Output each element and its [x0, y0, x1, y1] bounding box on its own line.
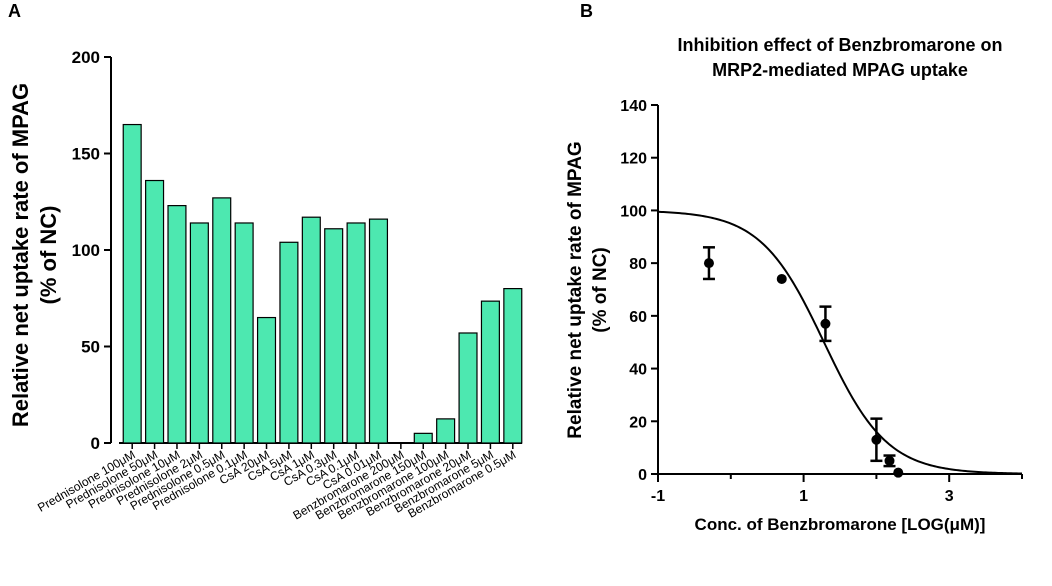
panel-b-x-tick-label: 3 [945, 488, 954, 505]
panel-b-y-tick-label: 140 [620, 98, 647, 115]
data-point [776, 273, 787, 284]
bar [413, 432, 433, 444]
panel-a-y-tick-label: 150 [72, 145, 100, 164]
panel-a-y-tick-label: 50 [81, 338, 100, 357]
panel-b-y-tick-label: 20 [629, 414, 647, 431]
panel-b-xlabel: Conc. of Benzbromarone [LOG(μM)] [695, 515, 986, 534]
bar [503, 288, 523, 444]
panel-b-ylabel-line1: Relative net uptake rate of MPAG [565, 141, 586, 438]
panel-b-ylabel: Relative net uptake rate of MPAG (% of N… [565, 141, 611, 438]
panel-b-ylabel-line2: (% of NC) [590, 247, 611, 332]
panel-a-y-tick-label: 0 [91, 434, 100, 453]
data-point [893, 467, 904, 478]
panel-b-y-tick-label: 40 [629, 362, 647, 379]
bar [346, 222, 366, 444]
panel-a-letter: A [8, 1, 21, 21]
bar [301, 216, 321, 444]
panel-b-dose-response-chart: 0 20 40 60 80 100 120 140 -1 1 3 [620, 98, 1023, 505]
panel-b-y-tick-label: 100 [620, 203, 647, 220]
bar [212, 197, 232, 444]
fit-curve [657, 210, 1023, 475]
panel-b-y-tick-label: 80 [629, 256, 647, 273]
panel-b-x-tick-label: -1 [651, 488, 665, 505]
bar [279, 241, 299, 444]
bar [436, 418, 456, 444]
bar [167, 205, 187, 444]
bar [189, 222, 209, 444]
bar [480, 300, 500, 444]
bar [324, 228, 344, 444]
panel-b-title-line2: MRP2-mediated MPAG uptake [712, 60, 968, 80]
data-point [703, 258, 714, 269]
panel-a-ylabel: Relative net uptake rate of MPAG (% of N… [8, 83, 61, 427]
panel-b-x-tick-label: 1 [799, 488, 808, 505]
bar [256, 316, 277, 444]
panel-b-title-line1: Inhibition effect of Benzbromarone on [678, 35, 1003, 55]
panel-a-ylabel-line1: Relative net uptake rate of MPAG [8, 83, 33, 427]
panel-a-y-tick-label: 100 [72, 241, 100, 260]
panel-b-y-tick-label: 60 [629, 309, 647, 326]
panel-a-ylabel-line2: (% of NC) [36, 206, 61, 305]
bar [145, 179, 165, 444]
data-point [820, 318, 831, 329]
bar [234, 222, 254, 444]
bar [122, 123, 142, 444]
panel-b-y-tick-label: 120 [620, 151, 647, 168]
panel-b-letter: B [580, 1, 593, 21]
panel-a-y-tick-label: 200 [72, 48, 100, 67]
bar [458, 332, 478, 444]
data-point [884, 455, 895, 466]
bar [368, 218, 389, 444]
data-point [871, 434, 882, 445]
panel-b-y-tick-label: 0 [638, 467, 647, 484]
